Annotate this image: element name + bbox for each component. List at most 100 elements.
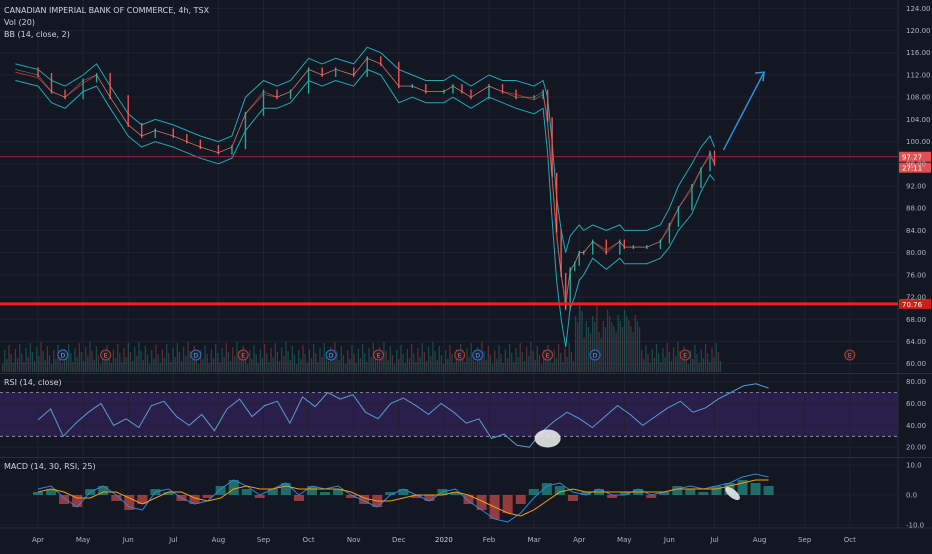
volume-bar (46, 346, 49, 372)
macd-histogram-bar (463, 495, 474, 504)
volume-bar (383, 342, 385, 372)
volume-bar (702, 358, 705, 372)
volume-bar (672, 347, 675, 372)
volume-bar (317, 362, 319, 372)
volume-bar (104, 359, 106, 372)
volume-bar (440, 355, 443, 372)
volume-bar (447, 359, 449, 372)
event-marker-label: D (593, 353, 598, 360)
volume-bar (163, 358, 166, 372)
volume-bar (453, 363, 455, 372)
volume-bar (72, 362, 74, 372)
macd-histogram-bar (124, 495, 135, 510)
volume-bar (180, 361, 183, 372)
volume-bar (204, 345, 206, 372)
volume-bar (615, 332, 617, 372)
volume-bar (153, 359, 155, 372)
volume-bar (23, 362, 25, 372)
volume-bar (504, 349, 506, 372)
volume-bar (85, 347, 87, 372)
volume-bar (489, 355, 492, 372)
volume-bar (191, 360, 193, 372)
macd-legend[interactable]: MACD (14, 30, RSI, 25) (4, 462, 96, 471)
rsi-legend[interactable]: RSI (14, close) (4, 378, 62, 387)
volume-bar (19, 344, 21, 372)
volume-bar (681, 360, 683, 372)
volume-bar (370, 357, 372, 372)
volume-bar (12, 363, 14, 372)
volume-bar (515, 348, 517, 372)
volume-bar (434, 351, 436, 372)
volume-bar (129, 352, 132, 372)
macd-signal-line (37, 479, 769, 517)
price-axis-label: 100.00 (906, 138, 931, 146)
volume-bar (553, 349, 555, 372)
volume-bar (229, 361, 232, 372)
volume-bar (560, 353, 562, 372)
volume-bar (604, 327, 607, 372)
macd-histogram-bar (541, 483, 552, 495)
macd-histogram-bar (502, 495, 513, 513)
volume-bar (353, 354, 355, 372)
event-marker-label: D (60, 353, 65, 360)
volume-bar (513, 362, 515, 372)
volume-bar (417, 348, 419, 372)
volume-bar (485, 360, 487, 372)
volume-bar (136, 356, 138, 372)
bollinger-indicator-label[interactable]: BB (14, close, 2) (4, 30, 70, 39)
volume-bar (206, 354, 208, 372)
volume-bar (283, 356, 285, 372)
volume-bar (711, 348, 713, 372)
volume-bar (641, 350, 643, 372)
volume-bar (174, 357, 176, 372)
volume-bar (425, 361, 428, 372)
volume-bar (643, 359, 645, 372)
volume-bar (10, 354, 12, 372)
macd-line (37, 473, 769, 523)
volume-bar (647, 354, 649, 372)
time-axis-label: May (76, 536, 90, 544)
volume-bar (6, 359, 8, 372)
volume-bar (110, 363, 112, 372)
volume-bar (304, 354, 306, 372)
volume-bar (364, 353, 366, 372)
volume-bar (234, 356, 236, 372)
volume-bar (172, 348, 174, 372)
volume-bar (502, 363, 504, 372)
volume-indicator-label[interactable]: Vol (20) (4, 18, 35, 27)
volume-bar (523, 361, 526, 372)
event-marker (454, 349, 466, 361)
macd-axis-label: 0.0 (906, 492, 917, 500)
volume-bar (272, 357, 274, 372)
volume-bar (421, 343, 423, 372)
volume-bar (626, 316, 628, 372)
time-axis-label: Oct (303, 536, 315, 544)
volume-bar (223, 357, 225, 372)
volume-bar (666, 343, 668, 372)
volume-bar (332, 356, 334, 372)
macd-histogram-bar (411, 495, 422, 498)
volume-bar (33, 361, 36, 372)
event-marker-label: E (458, 353, 462, 360)
chart-legend: CANADIAN IMPERIAL BANK OF COMMERCE, 4h, … (4, 5, 209, 41)
volume-bar (134, 347, 136, 372)
macd-histogram-bar (333, 489, 344, 495)
volume-bar (355, 363, 357, 372)
volume-bar (664, 357, 666, 372)
volume-bar (323, 343, 325, 372)
macd-histogram-bar (763, 486, 774, 495)
macd-histogram-bar (620, 492, 631, 495)
volume-bar (572, 361, 575, 372)
volume-bar (677, 342, 679, 372)
macd-histogram-bar (737, 480, 748, 495)
volume-bar (315, 353, 317, 372)
event-marker-label: E (241, 353, 245, 360)
time-axis-label: Jun (122, 536, 134, 544)
volume-bar (38, 356, 40, 372)
volume-bar (87, 356, 89, 372)
rsi-highlight-ellipse (534, 429, 561, 448)
price-line (15, 57, 715, 309)
event-marker (190, 349, 202, 361)
